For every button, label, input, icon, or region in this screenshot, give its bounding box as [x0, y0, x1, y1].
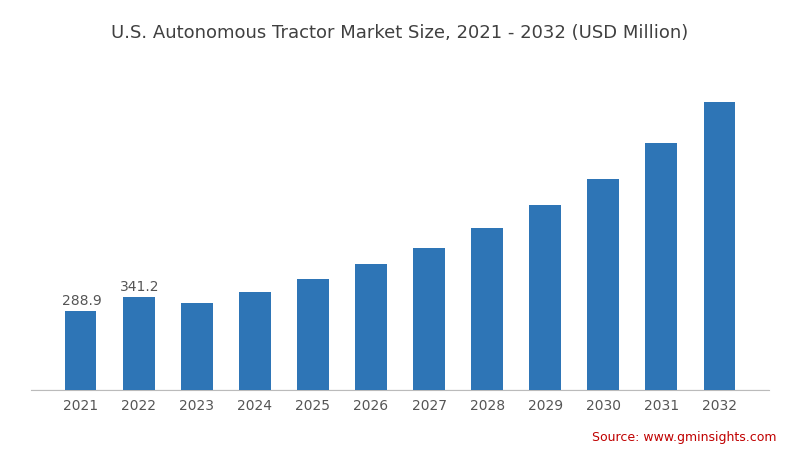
Title: U.S. Autonomous Tractor Market Size, 2021 - 2032 (USD Million): U.S. Autonomous Tractor Market Size, 202…	[111, 24, 689, 42]
Bar	[471, 228, 503, 390]
Bar	[587, 179, 619, 390]
Bar	[181, 303, 213, 390]
Bar	[703, 102, 735, 390]
Text: 341.2: 341.2	[120, 280, 159, 294]
Bar	[239, 292, 270, 390]
Bar	[413, 248, 445, 390]
Bar	[297, 280, 329, 390]
Bar	[646, 143, 678, 390]
Bar	[65, 311, 97, 390]
Bar	[355, 264, 387, 390]
Bar	[530, 205, 561, 390]
Text: 288.9: 288.9	[62, 294, 102, 308]
Bar	[122, 297, 154, 390]
Text: Source: www.gminsights.com: Source: www.gminsights.com	[591, 431, 776, 444]
